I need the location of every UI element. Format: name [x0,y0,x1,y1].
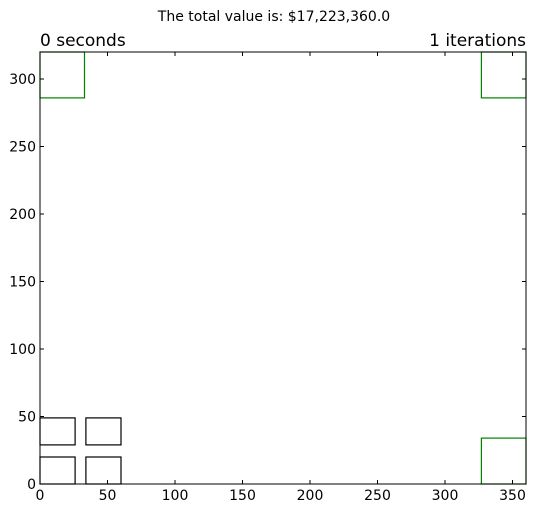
x-tick-label: 150 [229,488,256,504]
x-tick-label: 100 [162,488,189,504]
rect-black-box-2 [85,456,122,485]
y-tick-label: 200 [9,207,36,223]
elapsed-seconds-label: 0 seconds [40,31,126,51]
rect-green-top-left [39,51,86,99]
chart-title: The total value is: $17,223,360.0 [157,9,390,25]
rect-black-box-4 [85,417,122,446]
y-tick-label: 150 [9,275,36,291]
x-tick-label: 300 [432,488,459,504]
x-tick-label: 200 [297,488,324,504]
rect-black-box-3 [39,417,76,446]
rect-green-bottom-right [480,437,527,485]
rect-green-top-right [480,51,527,99]
x-tick-label: 350 [499,488,526,504]
iterations-label: 1 iterations [429,31,526,51]
plot-layer: 0 50 100 150 200 250 300 350 0 50 100 150 200 250 300 [9,51,527,504]
y-tick-label: 250 [9,140,36,156]
y-tick-label: 100 [9,342,36,358]
x-tick-label: 250 [364,488,391,504]
x-tick-label: 50 [99,488,117,504]
rect-black-box-1 [39,456,76,485]
y-tick-label: 50 [18,410,36,426]
y-tick-label: 0 [27,477,36,493]
plot-frame [39,51,527,485]
x-tick-label: 0 [36,488,45,504]
y-tick-label: 300 [9,72,36,88]
